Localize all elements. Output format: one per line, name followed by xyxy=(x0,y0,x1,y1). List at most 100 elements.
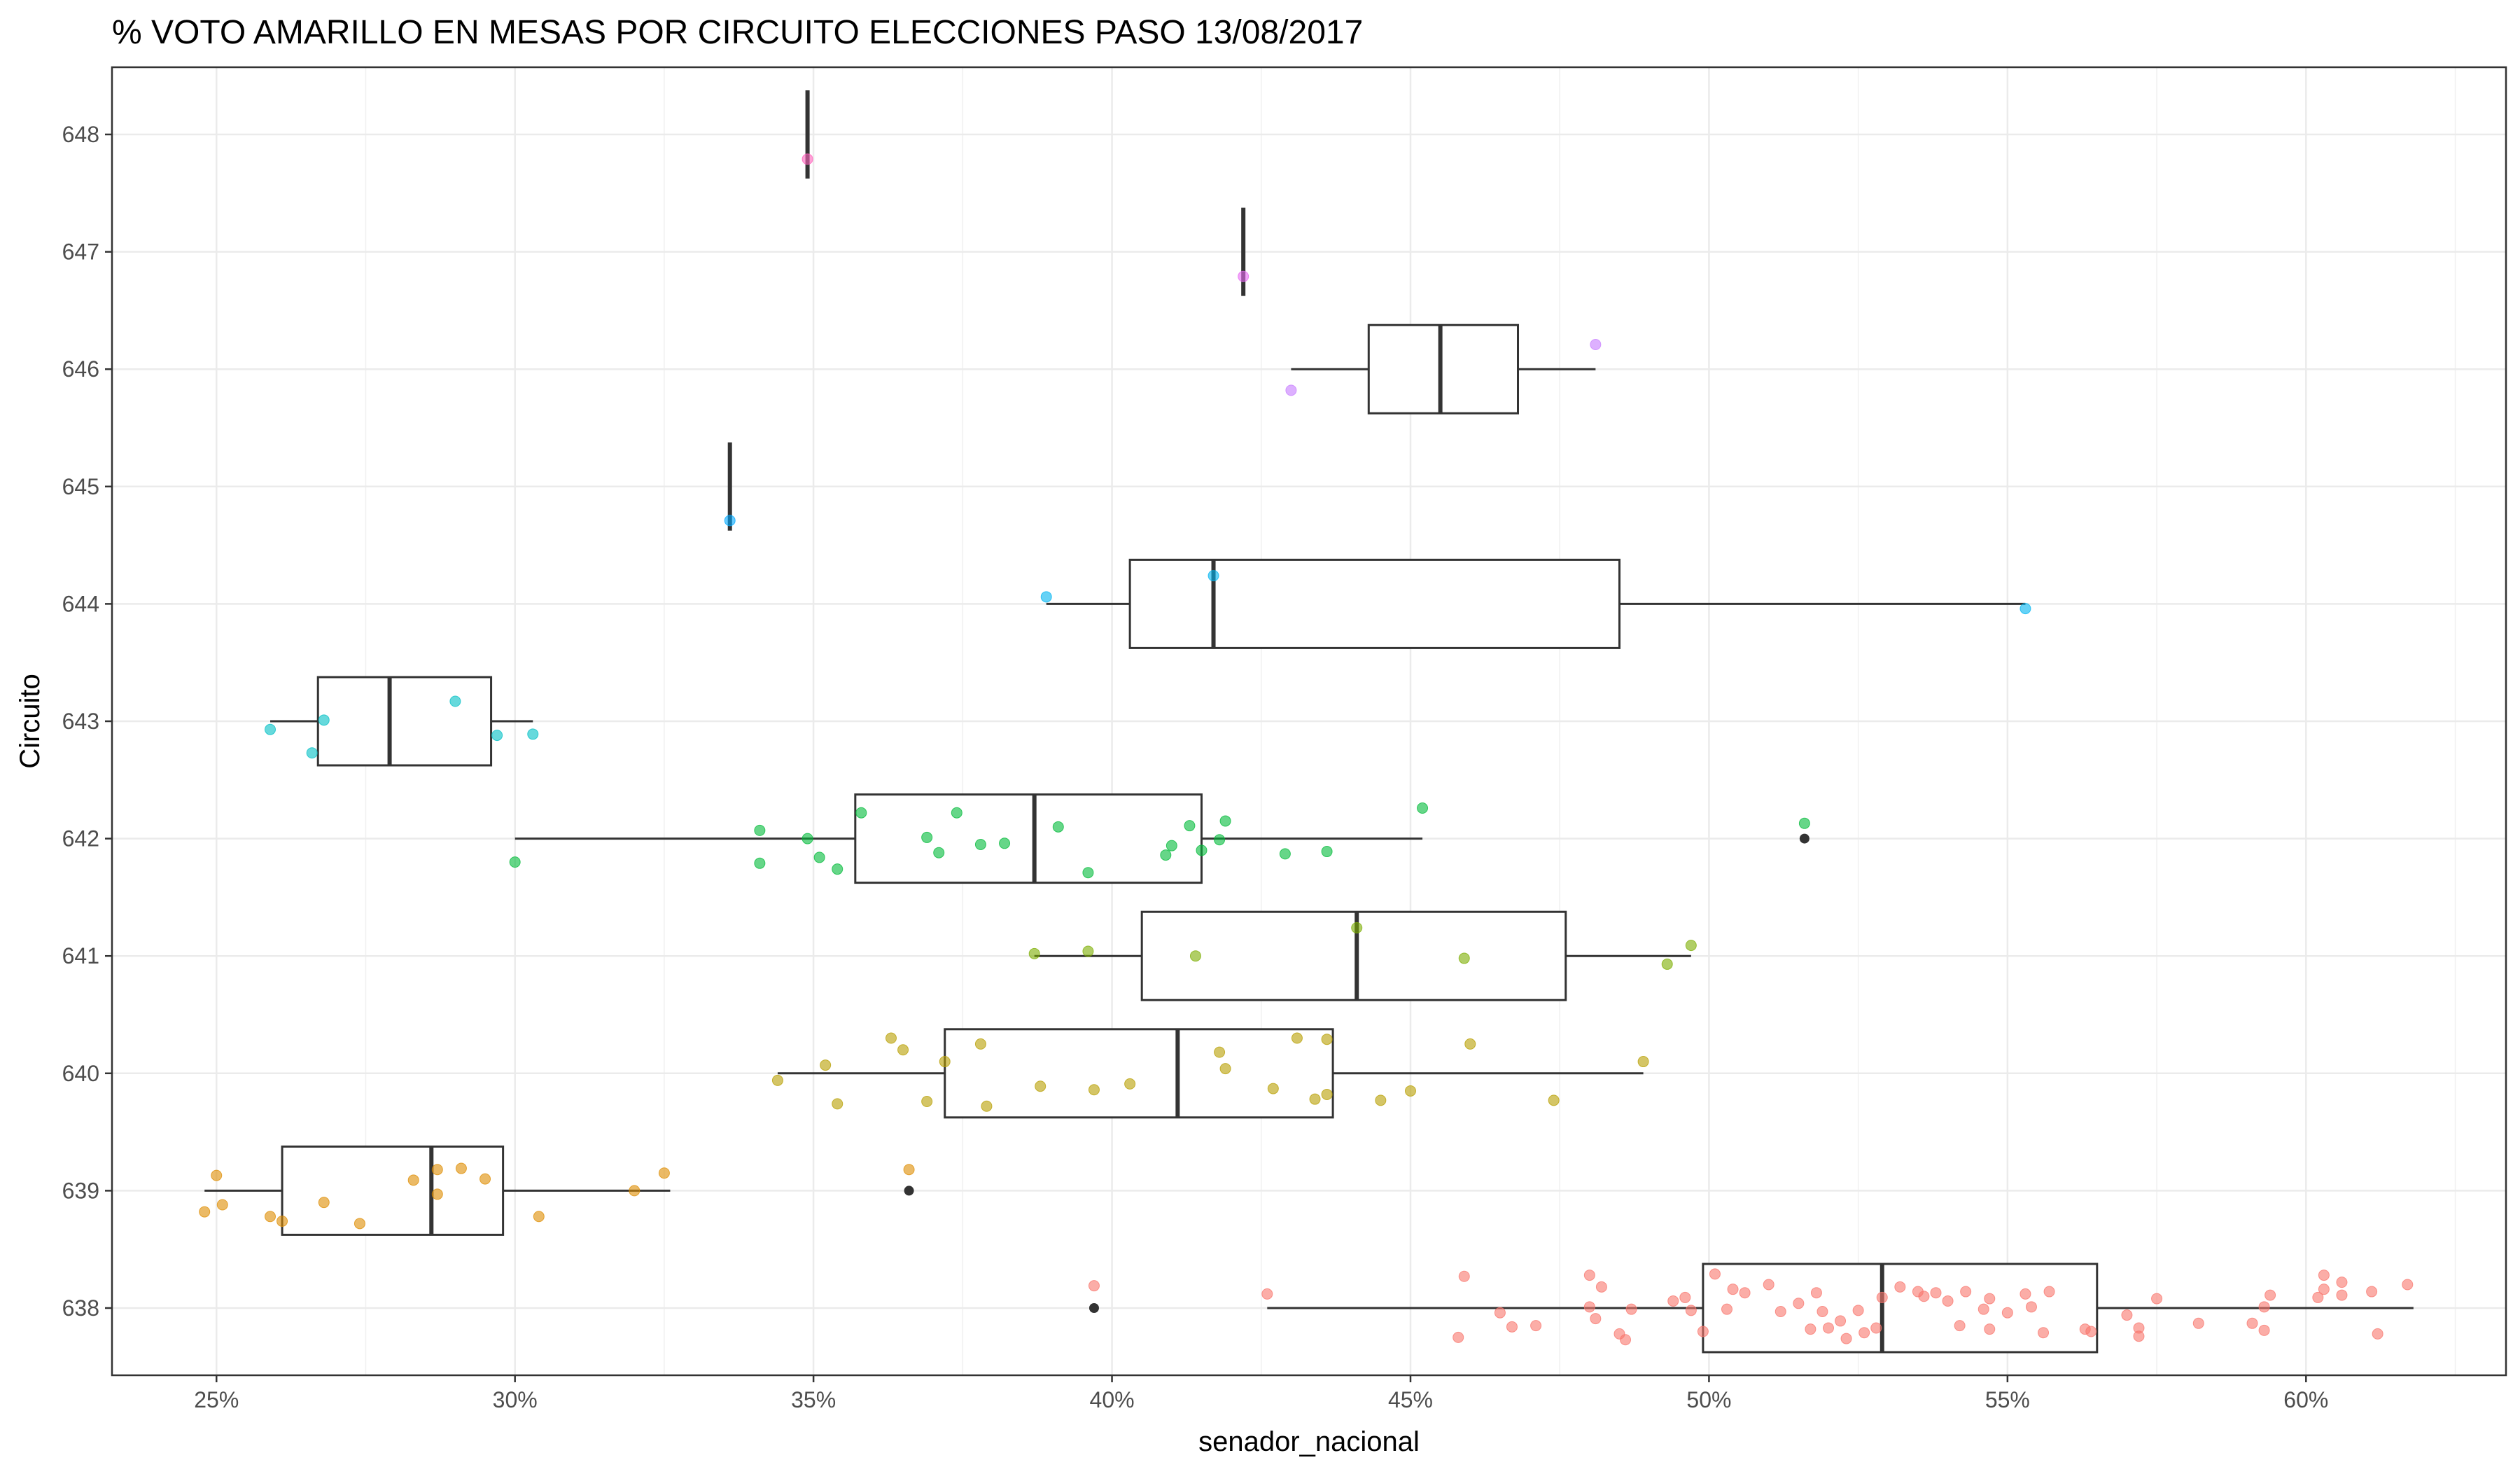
data-point-circuito-642 xyxy=(509,856,521,868)
data-point-circuito-638 xyxy=(1858,1327,1870,1339)
data-point-circuito-643 xyxy=(265,723,276,735)
outlier-point xyxy=(904,1186,914,1196)
data-point-circuito-640 xyxy=(1088,1084,1100,1096)
y-tick-label: 646 xyxy=(62,356,99,382)
data-point-circuito-642 xyxy=(1219,815,1231,827)
data-point-circuito-638 xyxy=(2366,1286,2378,1298)
data-point-circuito-646 xyxy=(1285,384,1297,396)
data-point-circuito-638 xyxy=(1595,1281,1607,1293)
data-point-circuito-638 xyxy=(1930,1287,1942,1299)
data-point-circuito-640 xyxy=(921,1096,933,1108)
y-tick-label: 643 xyxy=(62,709,99,734)
data-point-circuito-638 xyxy=(1840,1333,1852,1344)
data-point-circuito-642 xyxy=(1279,848,1291,860)
data-point-circuito-642 xyxy=(855,807,867,819)
data-point-circuito-638 xyxy=(1709,1268,1721,1280)
data-point-circuito-640 xyxy=(1321,1088,1333,1100)
y-tick-label: 640 xyxy=(62,1061,99,1086)
data-point-circuito-638 xyxy=(1984,1293,1996,1305)
y-tick-label: 642 xyxy=(62,826,99,851)
data-point-circuito-642 xyxy=(933,847,945,858)
data-point-circuito-642 xyxy=(832,863,844,875)
data-point-circuito-639 xyxy=(431,1188,443,1200)
data-point-circuito-638 xyxy=(1494,1307,1506,1319)
data-point-circuito-638 xyxy=(1984,1323,1996,1335)
data-point-circuito-638 xyxy=(1870,1322,1882,1334)
data-point-circuito-642 xyxy=(1052,821,1064,833)
data-point-circuito-638 xyxy=(1835,1315,1847,1327)
data-point-circuito-638 xyxy=(1876,1291,1888,1303)
data-point-circuito-639 xyxy=(903,1164,915,1176)
y-tick-label: 648 xyxy=(62,122,99,147)
data-point-circuito-638 xyxy=(2043,1286,2055,1298)
data-point-circuito-640 xyxy=(1309,1093,1321,1105)
data-point-circuito-640 xyxy=(981,1100,993,1112)
data-point-circuito-642 xyxy=(1417,802,1429,814)
data-point-circuito-638 xyxy=(2318,1270,2330,1281)
box-circuito-643 xyxy=(270,676,533,767)
y-tick-label: 644 xyxy=(62,591,99,616)
x-tick-label: 60% xyxy=(2283,1387,2328,1412)
y-tick-label: 638 xyxy=(62,1295,99,1321)
data-point-circuito-638 xyxy=(1960,1286,1972,1298)
box-iqr xyxy=(1128,558,1620,649)
data-point-circuito-638 xyxy=(1685,1305,1697,1316)
y-tick-label: 645 xyxy=(62,474,99,499)
data-point-circuito-638 xyxy=(1620,1334,1632,1346)
data-point-circuito-638 xyxy=(2336,1277,2348,1288)
data-point-circuito-642 xyxy=(1082,867,1094,879)
data-point-circuito-640 xyxy=(832,1098,844,1110)
data-point-circuito-638 xyxy=(2336,1289,2348,1301)
data-point-circuito-642 xyxy=(921,831,933,843)
box-iqr xyxy=(854,793,1203,884)
data-point-circuito-638 xyxy=(2192,1317,2204,1329)
data-point-circuito-639 xyxy=(533,1211,545,1223)
box-iqr xyxy=(281,1145,505,1236)
data-point-circuito-639 xyxy=(407,1174,419,1186)
data-point-circuito-642 xyxy=(1798,817,1810,829)
x-tick-label: 40% xyxy=(1090,1387,1135,1412)
data-point-circuito-640 xyxy=(1404,1085,1416,1097)
data-point-circuito-638 xyxy=(2402,1279,2414,1291)
data-point-circuito-638 xyxy=(1793,1298,1805,1309)
data-point-circuito-640 xyxy=(1464,1038,1476,1050)
data-point-circuito-638 xyxy=(2246,1317,2258,1329)
x-tick-label: 55% xyxy=(1985,1387,2030,1412)
data-point-circuito-638 xyxy=(1977,1303,1989,1315)
x-tick-label: 45% xyxy=(1388,1387,1433,1412)
axis-layer: 25% 30% 35% 40% 45% 50% 55% 60% 638 639 640 641 642 6… xyxy=(62,122,2329,1412)
data-point-circuito-638 xyxy=(1763,1279,1774,1291)
x-tick-label: 50% xyxy=(1686,1387,1731,1412)
data-point-circuito-638 xyxy=(1816,1306,1828,1318)
data-point-circuito-638 xyxy=(1583,1301,1595,1313)
box-circuito-640 xyxy=(777,1028,1644,1119)
data-point-circuito-641 xyxy=(1458,952,1470,964)
data-point-circuito-638 xyxy=(2133,1330,2145,1342)
data-point-circuito-642 xyxy=(1166,840,1177,851)
data-point-circuito-638 xyxy=(1452,1331,1464,1343)
data-point-circuito-642 xyxy=(1184,820,1196,832)
data-point-circuito-647 xyxy=(1238,270,1250,282)
data-point-circuito-639 xyxy=(354,1218,365,1230)
data-point-circuito-639 xyxy=(455,1162,467,1174)
data-point-circuito-643 xyxy=(306,747,318,759)
data-point-circuito-643 xyxy=(491,730,503,742)
data-point-circuito-638 xyxy=(1774,1306,1786,1318)
data-point-circuito-640 xyxy=(1375,1094,1387,1106)
data-point-circuito-644 xyxy=(2019,603,2031,615)
data-point-circuito-642 xyxy=(1214,834,1226,846)
y-tick-label: 647 xyxy=(62,239,99,265)
y-axis-title: Circuito xyxy=(15,674,46,769)
y-tick-label: 639 xyxy=(62,1178,99,1203)
x-axis-title: senador_nacional xyxy=(1198,1426,1420,1457)
data-point-circuito-642 xyxy=(974,838,986,850)
data-point-circuito-642 xyxy=(999,837,1011,849)
data-point-circuito-643 xyxy=(318,714,330,726)
data-point-circuito-638 xyxy=(2372,1328,2384,1340)
data-point-circuito-642 xyxy=(754,857,766,869)
box-iqr xyxy=(1702,1263,2099,1354)
data-point-circuito-638 xyxy=(2312,1291,2324,1303)
data-point-circuito-638 xyxy=(2025,1301,2037,1313)
data-point-circuito-638 xyxy=(1727,1284,1739,1295)
